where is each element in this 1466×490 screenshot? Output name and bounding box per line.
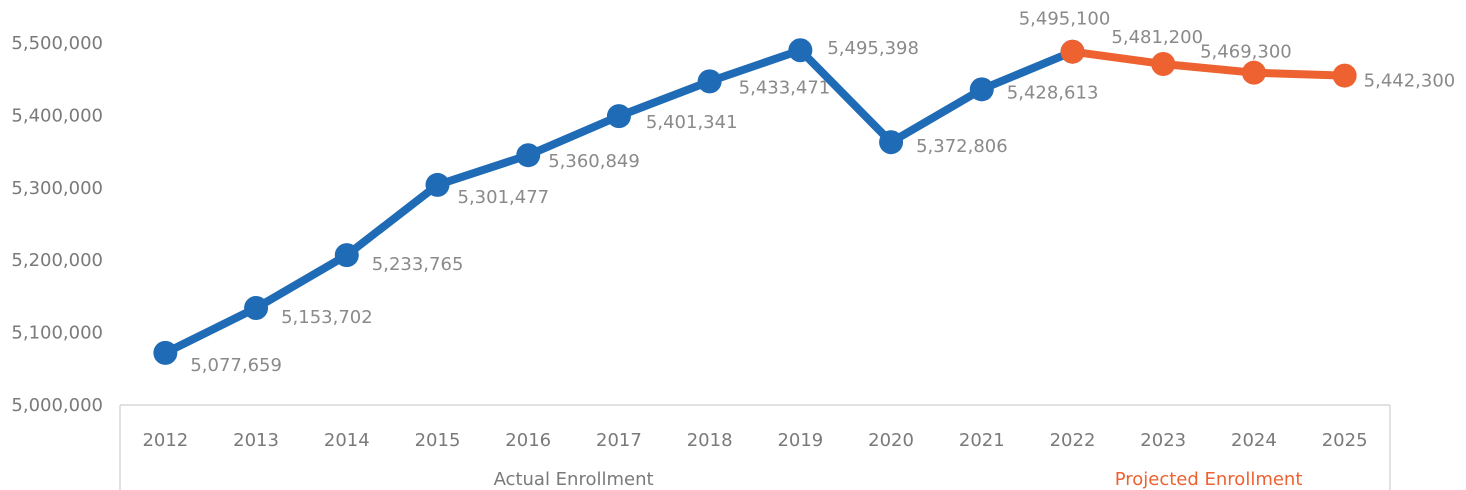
data-points bbox=[153, 38, 1357, 365]
data-label: 5,077,659 bbox=[190, 355, 282, 376]
data-point bbox=[334, 243, 359, 268]
data-label: 5,301,477 bbox=[458, 187, 550, 208]
y-tick-label: 5,200,000 bbox=[11, 250, 103, 271]
data-point bbox=[1060, 39, 1085, 64]
data-label: 5,481,200 bbox=[1111, 27, 1203, 48]
data-label: 5,442,300 bbox=[1364, 71, 1456, 92]
data-label: 5,433,471 bbox=[739, 77, 831, 98]
x-tick-label: 2015 bbox=[415, 430, 461, 451]
data-label: 5,372,806 bbox=[916, 136, 1008, 157]
category-group-label: Actual Enrollment bbox=[494, 469, 654, 490]
data-point bbox=[697, 69, 722, 94]
x-tick-label: 2013 bbox=[233, 430, 279, 451]
data-point bbox=[1241, 60, 1266, 85]
series-line bbox=[1068, 47, 1349, 80]
data-point bbox=[244, 295, 269, 320]
data-point bbox=[1332, 63, 1357, 88]
data-label: 5,495,100 bbox=[1019, 9, 1111, 30]
data-point bbox=[879, 130, 904, 155]
x-tick-label: 2016 bbox=[505, 430, 551, 451]
data-point bbox=[516, 143, 541, 168]
y-axis-ticks: 5,000,000 5,100,000 5,200,000 5,300,000 5,40… bbox=[11, 33, 103, 416]
y-tick-label: 5,300,000 bbox=[11, 178, 103, 199]
x-tick-label: 2021 bbox=[959, 430, 1005, 451]
x-tick-label: 2022 bbox=[1050, 430, 1096, 451]
y-tick-label: 5,100,000 bbox=[11, 323, 103, 344]
x-tick-label: 2012 bbox=[142, 430, 188, 451]
data-point bbox=[425, 172, 450, 197]
category-group-label: Projected Enrollment bbox=[1115, 469, 1303, 490]
data-point bbox=[788, 38, 813, 63]
x-axis: 2012 2013 2014 2015 2016 2017 2018 2019 2020 2021… bbox=[119, 404, 1391, 490]
y-tick-label: 5,000,000 bbox=[11, 395, 103, 416]
category-groups: Actual Enrollment Projected Enrollment bbox=[494, 469, 1303, 490]
x-tick-label: 2020 bbox=[868, 430, 914, 451]
data-point bbox=[969, 77, 994, 102]
data-label: 5,153,702 bbox=[281, 307, 373, 328]
data-point bbox=[606, 104, 631, 129]
data-label: 5,360,849 bbox=[548, 151, 640, 172]
data-label: 5,469,300 bbox=[1200, 42, 1292, 63]
data-point bbox=[153, 340, 178, 365]
y-tick-label: 5,400,000 bbox=[11, 105, 103, 126]
x-tick-label: 2023 bbox=[1140, 430, 1186, 451]
x-tick-label: 2014 bbox=[324, 430, 370, 451]
x-tick-label: 2024 bbox=[1231, 430, 1277, 451]
data-label: 5,401,341 bbox=[646, 112, 738, 133]
x-tick-label: 2018 bbox=[687, 430, 733, 451]
x-tick-label: 2025 bbox=[1322, 430, 1368, 451]
x-tick-label: 2019 bbox=[777, 430, 823, 451]
y-tick-label: 5,500,000 bbox=[11, 33, 103, 54]
data-label: 5,495,398 bbox=[827, 38, 919, 59]
data-label: 5,233,765 bbox=[372, 254, 464, 275]
data-labels: 5,077,659 5,153,702 5,233,765 5,301,477 5,36… bbox=[190, 9, 1455, 376]
x-tick-label: 2017 bbox=[596, 430, 642, 451]
data-point bbox=[1151, 51, 1176, 76]
data-label: 5,428,613 bbox=[1007, 82, 1099, 103]
